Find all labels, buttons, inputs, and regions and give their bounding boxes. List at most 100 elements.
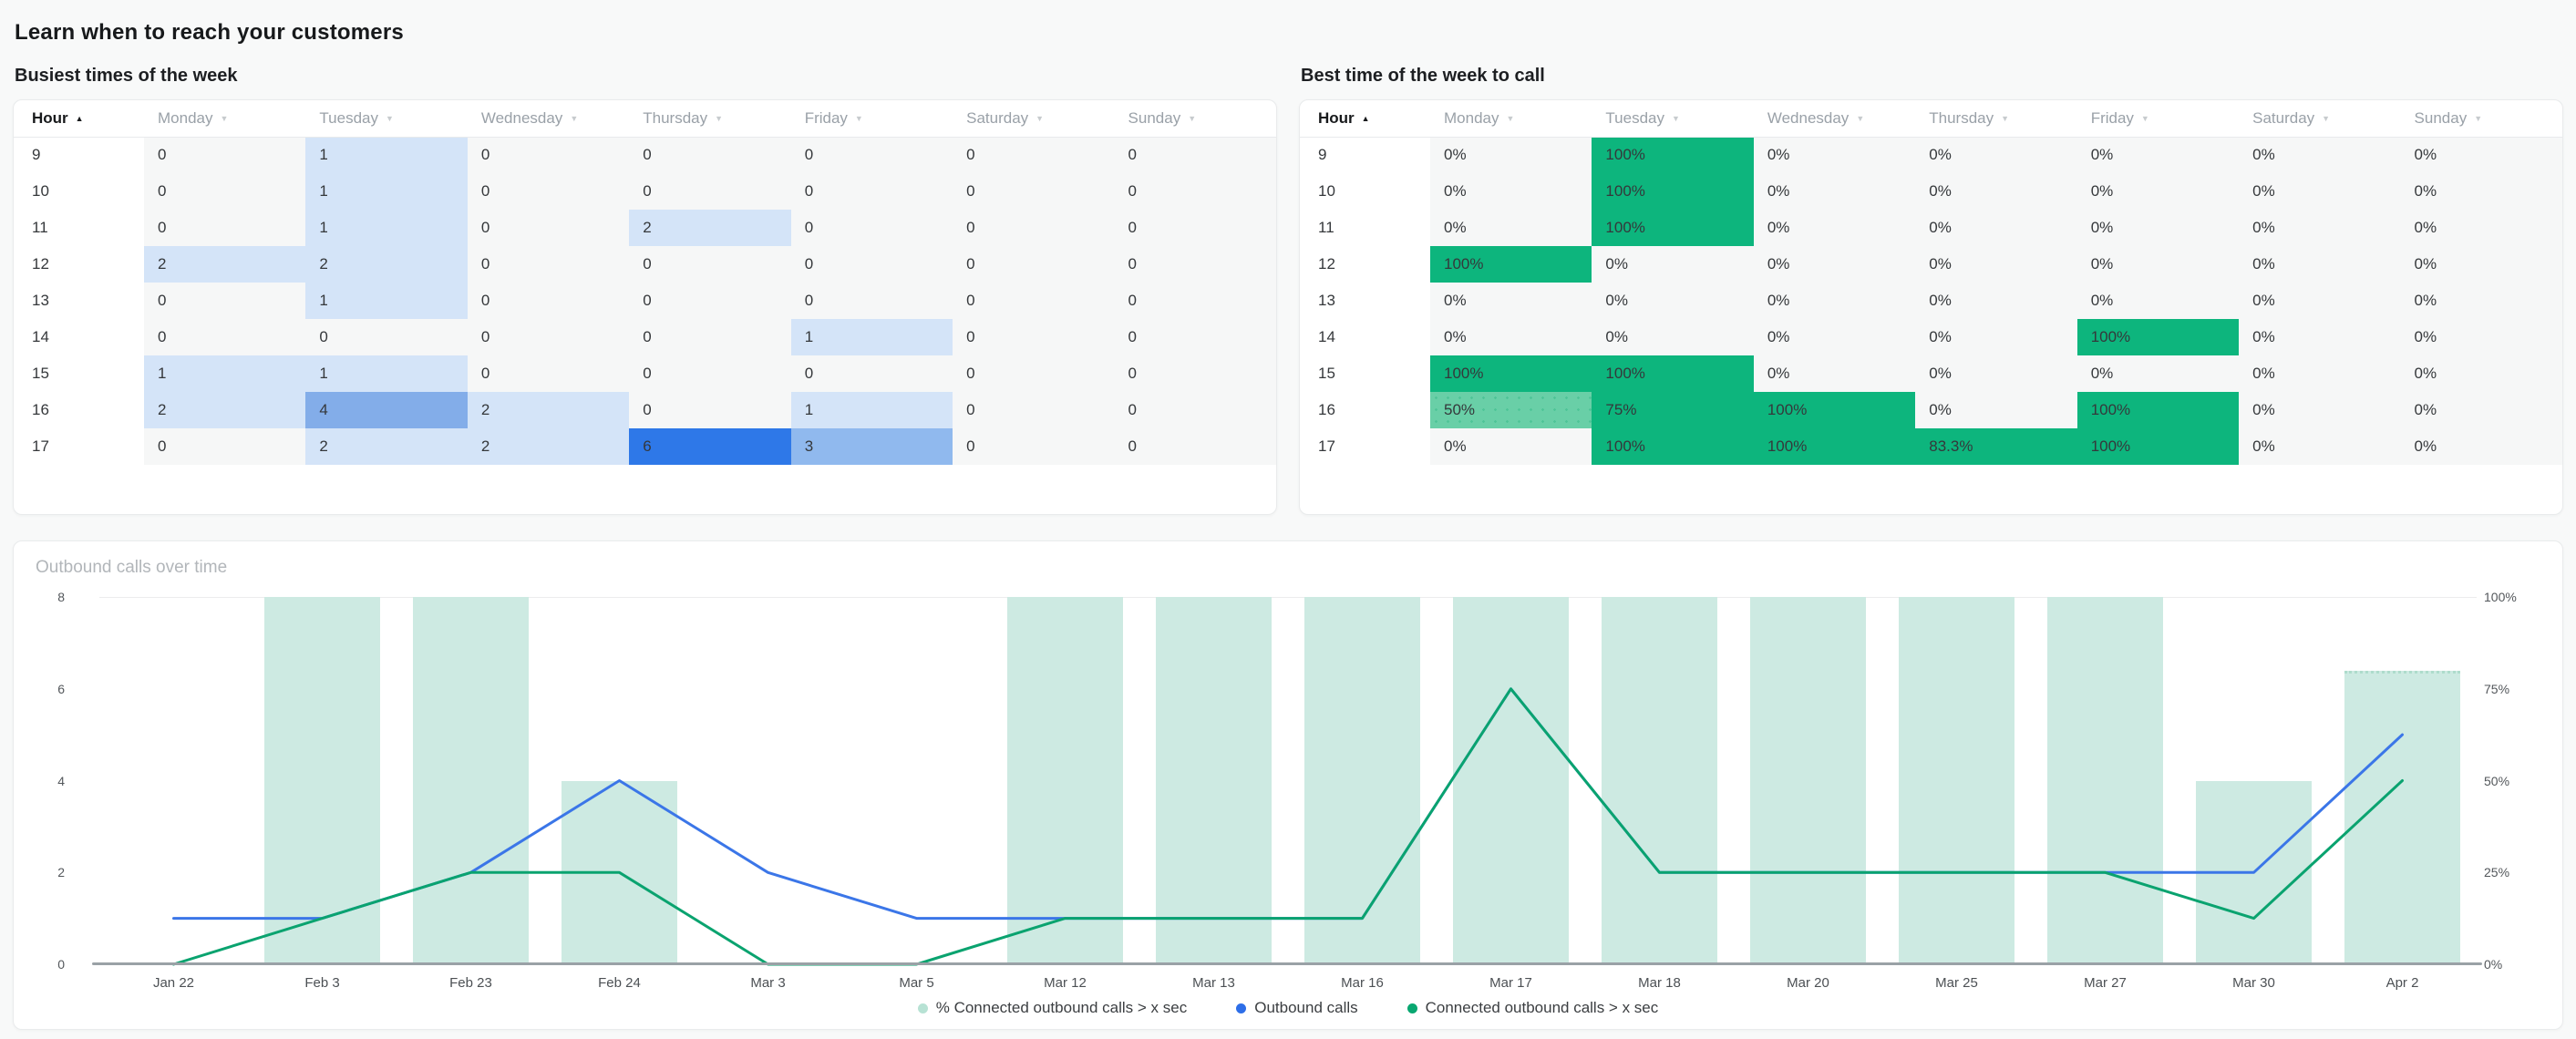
hour-cell: 10 (14, 173, 144, 210)
chart-bar (412, 597, 530, 964)
sort-icon: ▼ (715, 113, 724, 123)
legend-item[interactable]: % Connected outbound calls > x sec (917, 999, 1187, 1017)
y-axis-tick: 50% (2484, 773, 2510, 788)
sort-icon: ▼ (2322, 113, 2331, 123)
heatmap-cell: 100% (1592, 355, 1754, 392)
y-axis-tick: 100% (2484, 590, 2517, 604)
heatmap-cell: 0 (144, 210, 306, 246)
heatmap-cell: 0 (953, 210, 1115, 246)
line-connected-outbound-calls-x-sec (172, 687, 2404, 966)
hour-cell: 9 (1300, 137, 1430, 173)
heatmap-cell: 0 (467, 355, 630, 392)
hour-cell: 13 (14, 283, 144, 319)
column-header-saturday[interactable]: Saturday ▼ (2239, 100, 2401, 138)
heatmap-cell: 100% (2076, 428, 2240, 465)
legend-item[interactable]: Connected outbound calls > x sec (1406, 999, 1658, 1017)
table-row: 10 0% 100% 0% 0% 0% 0% 0% (1300, 173, 2562, 210)
column-header-tuesday[interactable]: Tuesday ▼ (305, 100, 468, 138)
sort-icon: ▼ (2140, 113, 2149, 123)
heatmap-cell: 0% (1592, 283, 1754, 319)
x-axis-label: Feb 23 (449, 975, 492, 991)
column-header-monday[interactable]: Monday ▼ (1430, 100, 1592, 138)
heatmap-cell: 0 (467, 210, 630, 246)
column-header-thursday[interactable]: Thursday ▼ (629, 100, 791, 138)
column-header-thursday[interactable]: Thursday ▼ (1915, 100, 2077, 138)
y-axis-tick: 4 (57, 773, 65, 788)
heatmap-cell: 0% (2400, 355, 2562, 392)
heatmap-cell: 4 (305, 392, 468, 428)
heatmap-cell: 0% (2400, 137, 2562, 173)
column-header-hour[interactable]: Hour ▲ (1300, 100, 1430, 138)
column-header-friday[interactable]: Friday ▼ (790, 100, 953, 138)
column-header-sunday[interactable]: Sunday ▼ (1114, 100, 1276, 138)
heatmap-cell: 0 (629, 392, 791, 428)
sort-icon: ▼ (1672, 113, 1680, 123)
day-header-label: Monday (158, 108, 213, 127)
x-axis-label: Mar 5 (899, 975, 934, 991)
heatmap-cell: 0% (2076, 246, 2240, 283)
column-header-sunday[interactable]: Sunday ▼ (2400, 100, 2562, 138)
table-row: 13 0% 0% 0% 0% 0% 0% 0% (1300, 283, 2562, 319)
column-header-tuesday[interactable]: Tuesday ▼ (1592, 100, 1754, 138)
heatmap-cell: 0 (790, 246, 953, 283)
y-axis-tick: 6 (57, 681, 65, 696)
heatmap-cell: 0% (2076, 355, 2240, 392)
sort-icon: ▼ (1856, 113, 1865, 123)
line-series (172, 687, 2404, 966)
table-row: 17 0 2 2 6 3 0 0 (14, 428, 1276, 465)
heatmap-cell: 0 (144, 319, 306, 355)
heatmap-cell: 0% (1915, 210, 2077, 246)
heatmap-cell: 75% (1592, 392, 1754, 428)
heatmap-cell: 0% (2400, 283, 2562, 319)
table-row: 15 1 1 0 0 0 0 0 (14, 355, 1276, 392)
column-header-wednesday[interactable]: Wednesday ▼ (1753, 100, 1916, 138)
hour-cell: 15 (14, 355, 144, 392)
heatmap-cell: 0% (1915, 137, 2077, 173)
chart-bar (1749, 597, 1867, 964)
heatmap-cell: 0% (1430, 173, 1592, 210)
hour-cell: 15 (1300, 355, 1430, 392)
y-axis-tick: 0 (57, 957, 65, 972)
heatmap-cell: 0 (953, 283, 1115, 319)
column-header-hour[interactable]: Hour ▲ (14, 100, 144, 138)
heatmap-sections: Busiest times of the week Hour ▲ Monday ▼ Tu… (13, 66, 2563, 515)
bar-slot (1139, 597, 1288, 964)
y-axis-tick: 25% (2484, 865, 2510, 880)
heatmap-cell: 0% (1430, 137, 1592, 173)
header-row: Hour ▲ Monday ▼ Tuesday ▼ Wednesday ▼ Thursday ▼ F… (14, 100, 1276, 138)
column-header-friday[interactable]: Friday ▼ (2076, 100, 2240, 138)
heatmap-cell: 0% (2076, 173, 2240, 210)
legend-item[interactable]: Outbound calls (1236, 999, 1358, 1017)
heatmap-cell: 0% (2239, 392, 2401, 428)
hour-cell: 9 (14, 137, 144, 173)
bar-slot (2031, 597, 2179, 964)
heatmap-cell: 0% (2239, 210, 2401, 246)
day-header-label: Thursday (643, 108, 708, 127)
heatmap-cell: 0 (629, 355, 791, 392)
busiest-section-title: Busiest times of the week (15, 66, 238, 86)
column-header-wednesday[interactable]: Wednesday ▼ (467, 100, 630, 138)
column-header-monday[interactable]: Monday ▼ (144, 100, 306, 138)
heatmap-cell: 100% (2076, 392, 2240, 428)
table-row: 11 0 1 0 2 0 0 0 (14, 210, 1276, 246)
heatmap-cell: 100% (1430, 355, 1592, 392)
table-row: 17 0% 100% 100% 83.3% 100% 0% 0% (1300, 428, 2562, 465)
heatmap-cell: 0 (953, 392, 1115, 428)
page-title: Learn when to reach your customers (15, 20, 404, 45)
heatmap-cell: 100% (1430, 246, 1592, 283)
sort-ascending-icon: ▲ (1361, 113, 1370, 123)
right-y-axis: 100% 75% 50% 25% 0% (2484, 590, 2562, 972)
heatmap-cell: 0 (790, 137, 953, 173)
heatmap-cell: 100% (1753, 392, 1916, 428)
heatmap-cell: 0% (1753, 137, 1916, 173)
heatmap-cell: 0% (2239, 246, 2401, 283)
heatmap-cell: 0 (953, 173, 1115, 210)
column-header-saturday[interactable]: Saturday ▼ (953, 100, 1115, 138)
bar-slot (1288, 597, 1437, 964)
best-time-section-title: Best time of the week to call (1301, 66, 1545, 86)
heatmap-cell: 0 (629, 319, 791, 355)
heatmap-cell: 0% (2239, 137, 2401, 173)
x-axis-label: Apr 2 (2385, 975, 2419, 991)
x-axis-label: Mar 25 (1935, 975, 1978, 991)
table-row: 13 0 1 0 0 0 0 0 (14, 283, 1276, 319)
